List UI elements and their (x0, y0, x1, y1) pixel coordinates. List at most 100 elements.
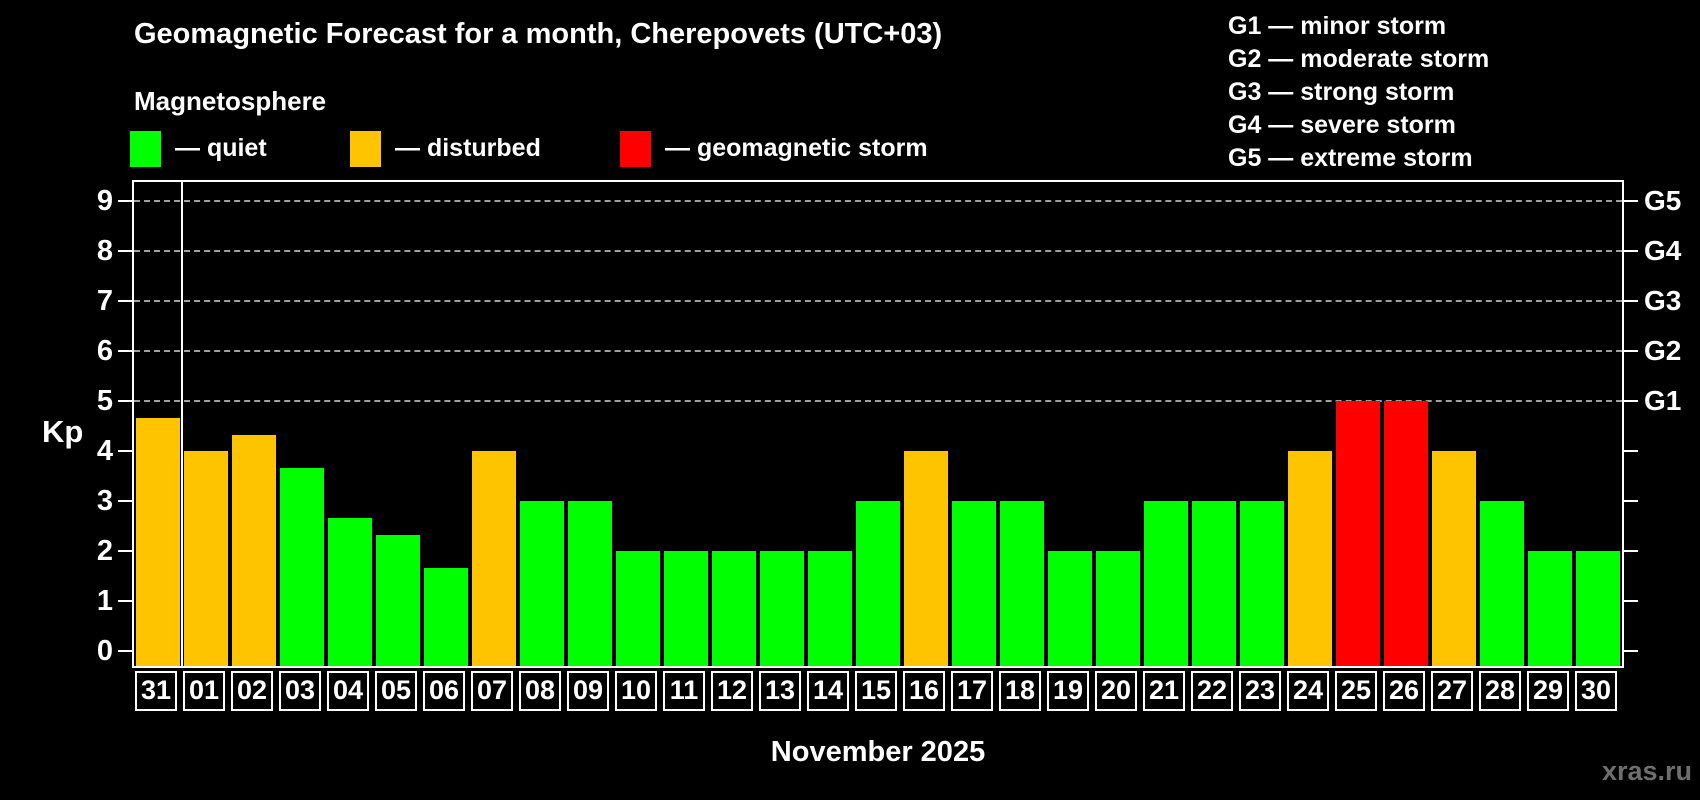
y-axis-label: Kp (42, 414, 84, 449)
y-tick-label-1: 1 (96, 585, 113, 617)
kp-bar-day-28 (1480, 501, 1524, 666)
kp-bar-day-11 (664, 551, 708, 666)
day-label-15: 15 (855, 671, 897, 711)
y-tick-left-1 (118, 600, 132, 602)
day-label-17: 17 (951, 671, 993, 711)
kp-bar-day-24 (1288, 451, 1332, 666)
y-tick-right-9 (1624, 200, 1638, 202)
kp-bar-day-09 (568, 501, 612, 666)
kp-bar-day-15 (856, 501, 900, 666)
y-tick-right-0 (1624, 650, 1638, 652)
x-axis-title: November 2025 (770, 736, 986, 768)
kp-bar-day-25 (1336, 401, 1380, 666)
kp-bar-day-12 (712, 551, 756, 666)
y-tick-right-4 (1624, 450, 1638, 452)
day-label-14: 14 (807, 671, 849, 711)
kp-bar-day-19 (1048, 551, 1092, 666)
day-label-19: 19 (1047, 671, 1089, 711)
y-tick-label-4: 4 (96, 435, 113, 467)
day-label-03: 03 (279, 671, 321, 711)
day-label-08: 08 (519, 671, 561, 711)
day-label-02: 02 (231, 671, 273, 711)
legend-item-storm: — geomagnetic storm (620, 130, 928, 167)
y-tick-right-3 (1624, 500, 1638, 502)
chart-title: Geomagnetic Forecast for a month, Cherep… (134, 18, 943, 50)
y-tick-right-1 (1624, 600, 1638, 602)
day-label-16: 16 (903, 671, 945, 711)
day-label-30: 30 (1575, 671, 1617, 711)
y-tick-left-8 (118, 250, 132, 252)
gridline-kp-5 (134, 400, 1622, 402)
g-scale-legend: G1 — minor storm G2 — moderate storm G3 … (1228, 10, 1489, 175)
day-label-06: 06 (423, 671, 465, 711)
y-tick-left-9 (118, 200, 132, 202)
kp-bar-day-03 (280, 467, 324, 666)
g-legend-line-g2: G2 — moderate storm (1228, 45, 1490, 73)
g-legend-line-g1: G1 — minor storm (1228, 12, 1447, 40)
day-label-25: 25 (1335, 671, 1377, 711)
y-tick-right-8 (1624, 250, 1638, 252)
gridline-kp-9 (134, 200, 1622, 202)
y-tick-label-5: 5 (96, 385, 113, 417)
y-tick-left-3 (118, 500, 132, 502)
kp-bar-day-22 (1192, 501, 1236, 666)
kp-bar-day-05 (376, 534, 420, 666)
g-legend-line-g4: G4 — severe storm (1228, 111, 1456, 139)
day-label-10: 10 (615, 671, 657, 711)
legend-item-quiet: — quiet (130, 130, 267, 167)
kp-bar-day-13 (760, 551, 804, 666)
y-tick-label-8: 8 (96, 235, 113, 267)
kp-bar-day-14 (808, 551, 852, 666)
gridline-kp-8 (134, 250, 1622, 252)
y-tick-right-6 (1624, 350, 1638, 352)
plot-area (118, 180, 1638, 668)
day-label-27: 27 (1431, 671, 1473, 711)
y-tick-right-5 (1624, 400, 1638, 402)
kp-bar-day-21 (1144, 501, 1188, 666)
legend-label-quiet: — quiet (175, 134, 267, 162)
kp-bar-day-16 (904, 451, 948, 666)
y-tick-label-3: 3 (96, 485, 113, 517)
kp-bar-day-23 (1240, 501, 1284, 666)
gridline-kp-7 (134, 300, 1622, 302)
kp-bar-day-30 (1576, 551, 1620, 666)
legend-label-disturbed: — disturbed (395, 134, 541, 162)
kp-bar-day-26 (1384, 401, 1428, 666)
kp-bar-day-27 (1432, 451, 1476, 666)
disturbed-color-swatch-icon (350, 130, 381, 167)
day-label-07: 07 (471, 671, 513, 711)
y-tick-left-0 (118, 650, 132, 652)
day-label-23: 23 (1239, 671, 1281, 711)
y-tick-label-9: 9 (96, 185, 113, 217)
day-label-28: 28 (1479, 671, 1521, 711)
legend-label-storm: — geomagnetic storm (665, 134, 928, 162)
legend-item-disturbed: — disturbed (350, 130, 541, 167)
right-axis-label-g5: G5 (1644, 185, 1682, 216)
y-tick-left-6 (118, 350, 132, 352)
kp-bar-day-17 (952, 501, 996, 666)
day-label-13: 13 (759, 671, 801, 711)
y-tick-label-7: 7 (96, 285, 113, 317)
month-separator-line (181, 182, 183, 666)
kp-bar-day-04 (328, 517, 372, 666)
kp-bar-day-06 (424, 567, 468, 666)
chart-subtitle: Magnetosphere (134, 86, 327, 116)
y-tick-label-2: 2 (96, 535, 113, 567)
g-legend-line-g3: G3 — strong storm (1228, 78, 1455, 106)
day-label-31: 31 (135, 671, 177, 711)
day-label-24: 24 (1287, 671, 1329, 711)
day-label-29: 29 (1527, 671, 1569, 711)
day-label-21: 21 (1143, 671, 1185, 711)
watermark: xras.ru (1601, 756, 1692, 786)
g-legend-line-g5: G5 — extreme storm (1228, 144, 1473, 172)
day-label-20: 20 (1095, 671, 1137, 711)
kp-bar-day-01 (184, 451, 228, 666)
day-label-04: 04 (327, 671, 369, 711)
y-tick-right-2 (1624, 550, 1638, 552)
day-label-09: 09 (567, 671, 609, 711)
day-label-01: 01 (183, 671, 225, 711)
day-label-12: 12 (711, 671, 753, 711)
kp-bar-day-08 (520, 501, 564, 666)
kp-bar-day-07 (472, 451, 516, 666)
quiet-color-swatch-icon (130, 130, 161, 167)
